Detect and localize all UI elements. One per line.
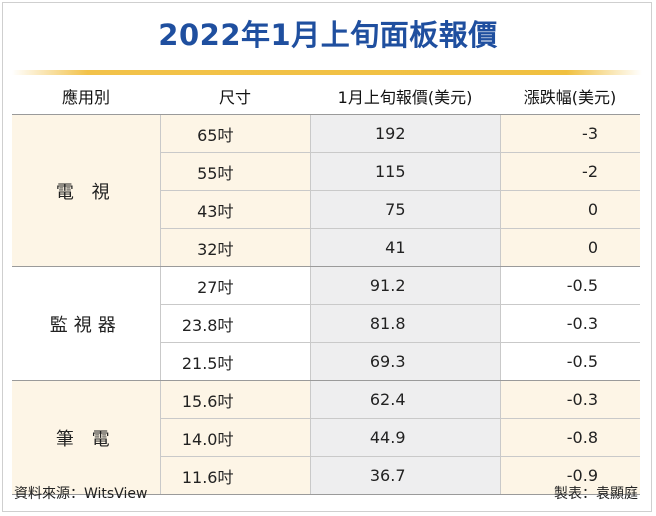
change-cell: -0.3 — [499, 304, 640, 343]
change-cell: -0.9 — [499, 456, 640, 495]
table-row: 筆 電 15.6吋 62.4 -0.3 — [12, 380, 640, 495]
table-row: 11.6吋 36.7 -0.9 — [12, 456, 640, 495]
table-row: 21.5吋 69.3 -0.5 — [12, 342, 640, 381]
table-row: 32吋 41 0 — [12, 228, 640, 267]
size-cell: 55吋 — [159, 152, 310, 191]
figure-frame — [2, 2, 652, 512]
table-row: 電 視 65吋 192 -3 — [12, 114, 640, 267]
size-cell: 15.6吋 — [159, 380, 310, 419]
size-cell: 43吋 — [159, 190, 310, 229]
price-cell: 62.4 — [309, 380, 500, 419]
price-cell: 192 — [309, 114, 500, 153]
price-cell: 41 — [309, 228, 500, 267]
table-row: 監視器 27吋 91.2 -0.5 — [12, 266, 640, 381]
table-header-row: 應用別 尺寸 1月上旬報價(美元) 漲跌幅(美元) — [12, 78, 640, 115]
change-cell: 0 — [499, 190, 640, 229]
size-cell: 27吋 — [159, 266, 310, 305]
source-note: 資料來源：WitsView — [14, 486, 148, 502]
group-label: 電 視 — [12, 114, 160, 267]
size-cell: 32吋 — [159, 228, 310, 267]
table-row: 14.0吋 44.9 -0.8 — [12, 418, 640, 457]
credit-note: 製表：袁顯庭 — [554, 486, 638, 502]
header-change: 漲跌幅(美元) — [500, 78, 640, 115]
change-cell: -0.5 — [499, 342, 640, 381]
price-cell: 115 — [309, 152, 500, 191]
size-cell: 65吋 — [159, 114, 310, 153]
header-size: 尺寸 — [160, 78, 310, 115]
price-cell: 75 — [309, 190, 500, 229]
size-cell: 21.5吋 — [159, 342, 310, 381]
change-cell: -2 — [499, 152, 640, 191]
price-cell: 81.8 — [309, 304, 500, 343]
price-cell: 91.2 — [309, 266, 500, 305]
group-label: 監視器 — [12, 266, 160, 381]
chart-title: 2022年1月上旬面板報價 — [158, 18, 498, 52]
price-table: 應用別 尺寸 1月上旬報價(美元) 漲跌幅(美元) 電 視 65吋 192 -3 55吋… — [12, 78, 640, 495]
change-cell: -0.3 — [499, 380, 640, 419]
change-cell: -3 — [499, 114, 640, 153]
change-cell: 0 — [499, 228, 640, 267]
change-cell: -0.8 — [499, 418, 640, 457]
title-underline — [12, 70, 642, 75]
header-price: 1月上旬報價(美元) — [310, 78, 500, 115]
size-cell: 14.0吋 — [159, 418, 310, 457]
table-body: 電 視 65吋 192 -3 55吋 115 -2 43吋 75 0 32吋 41 0 監視器 27吋 91.… — [12, 114, 640, 495]
group-label: 筆 電 — [12, 380, 160, 495]
price-cell: 69.3 — [309, 342, 500, 381]
price-cell: 44.9 — [309, 418, 500, 457]
change-cell: -0.5 — [499, 266, 640, 305]
size-cell: 11.6吋 — [159, 456, 310, 495]
price-cell: 36.7 — [309, 456, 500, 495]
table-row: 43吋 75 0 — [12, 190, 640, 229]
table-row: 55吋 115 -2 — [12, 152, 640, 191]
size-cell: 23.8吋 — [159, 304, 310, 343]
header-application: 應用別 — [12, 78, 160, 115]
table-row: 23.8吋 81.8 -0.3 — [12, 304, 640, 343]
